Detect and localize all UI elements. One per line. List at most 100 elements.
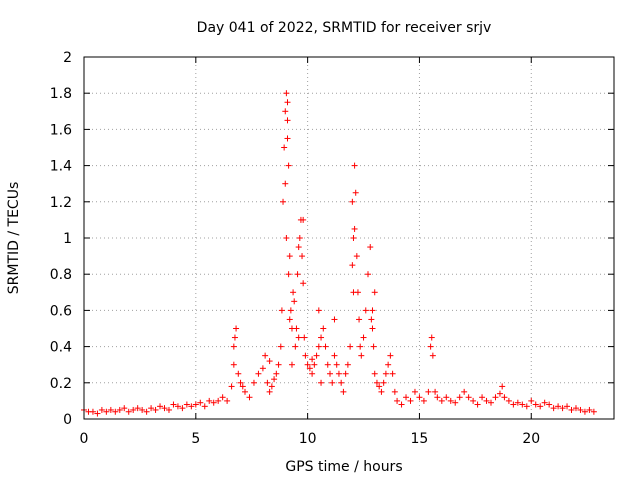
data-point [121, 405, 128, 412]
data-point [443, 394, 450, 401]
data-point [290, 289, 297, 296]
data-point [300, 280, 307, 287]
data-point [255, 370, 262, 377]
data-point [329, 379, 336, 386]
data-point [242, 388, 249, 395]
data-point [501, 394, 508, 401]
x-tick-label: 0 [80, 431, 89, 447]
data-point [295, 244, 302, 251]
data-point [233, 325, 240, 332]
y-tick-label: 2 [63, 50, 72, 66]
data-point [125, 408, 132, 415]
data-point [358, 352, 365, 359]
data-point [586, 406, 593, 413]
data-point [278, 307, 285, 314]
data-point [519, 401, 526, 408]
data-point [510, 401, 517, 408]
data-point [309, 356, 316, 363]
data-point [528, 397, 535, 404]
data-point [537, 403, 544, 410]
data-point [280, 198, 287, 205]
data-point [564, 403, 571, 410]
data-point [324, 361, 331, 368]
data-point [246, 394, 253, 401]
data-point [282, 180, 289, 187]
data-point [362, 307, 369, 314]
data-point [391, 388, 398, 395]
data-point [174, 403, 181, 410]
data-point [577, 406, 584, 413]
y-tick-label: 1.2 [50, 195, 72, 211]
y-tick-label: 1 [63, 231, 72, 247]
data-point [456, 394, 463, 401]
data-point [288, 325, 295, 332]
data-point [470, 397, 477, 404]
data-point [322, 343, 329, 350]
data-point [416, 394, 423, 401]
x-tick-label: 5 [191, 431, 200, 447]
data-point [369, 325, 376, 332]
data-point [215, 397, 222, 404]
data-point [398, 401, 405, 408]
data-point [427, 343, 434, 350]
data-point [347, 343, 354, 350]
data-point [219, 394, 226, 401]
data-point [130, 406, 137, 413]
data-point [139, 406, 146, 413]
data-point [264, 379, 271, 386]
data-point [294, 271, 301, 278]
data-point [407, 397, 414, 404]
data-point [350, 235, 357, 241]
data-point [331, 316, 338, 323]
data-point [134, 405, 141, 412]
data-point [452, 399, 459, 406]
axis-ticks: 00.20.40.60.811.21.41.61.820 5 10 15 20 [50, 50, 614, 447]
data-point [295, 334, 302, 341]
data-point [350, 289, 357, 296]
data-point [271, 376, 278, 383]
data-point [170, 401, 177, 408]
data-point [378, 388, 385, 395]
data-point [315, 307, 322, 314]
data-point [239, 383, 246, 390]
data-point [425, 388, 432, 395]
data-point [568, 406, 575, 413]
data-point [420, 397, 427, 404]
data-point [367, 244, 374, 251]
data-point [275, 361, 282, 368]
data-point [286, 316, 293, 323]
data-point [333, 361, 340, 368]
data-point [237, 379, 244, 386]
data-point [342, 370, 349, 377]
data-point [281, 144, 288, 151]
data-point [389, 370, 396, 377]
y-tick-label: 0.4 [50, 340, 72, 356]
data-point [143, 408, 150, 415]
data-point [311, 361, 318, 368]
data-point [590, 408, 597, 415]
data-point [284, 117, 291, 124]
data-point [483, 397, 490, 404]
data-point [385, 361, 392, 368]
data-point [344, 361, 351, 368]
data-point [479, 394, 486, 401]
data-point [461, 388, 468, 395]
data-point [572, 405, 579, 412]
data-point [496, 390, 503, 397]
data-point [285, 271, 292, 278]
data-point [313, 352, 320, 359]
data-point [292, 343, 299, 350]
data-point [157, 403, 164, 410]
data-point [315, 343, 322, 350]
y-tick-label: 0.6 [50, 303, 72, 319]
data-point [285, 162, 292, 169]
data-point [286, 253, 293, 260]
data-point [546, 401, 553, 408]
data-point [98, 406, 105, 413]
data-point [266, 388, 273, 395]
data-point [291, 298, 298, 305]
data-point [112, 408, 119, 415]
data-points [81, 90, 597, 417]
data-point [89, 408, 96, 415]
data-point [309, 370, 316, 377]
